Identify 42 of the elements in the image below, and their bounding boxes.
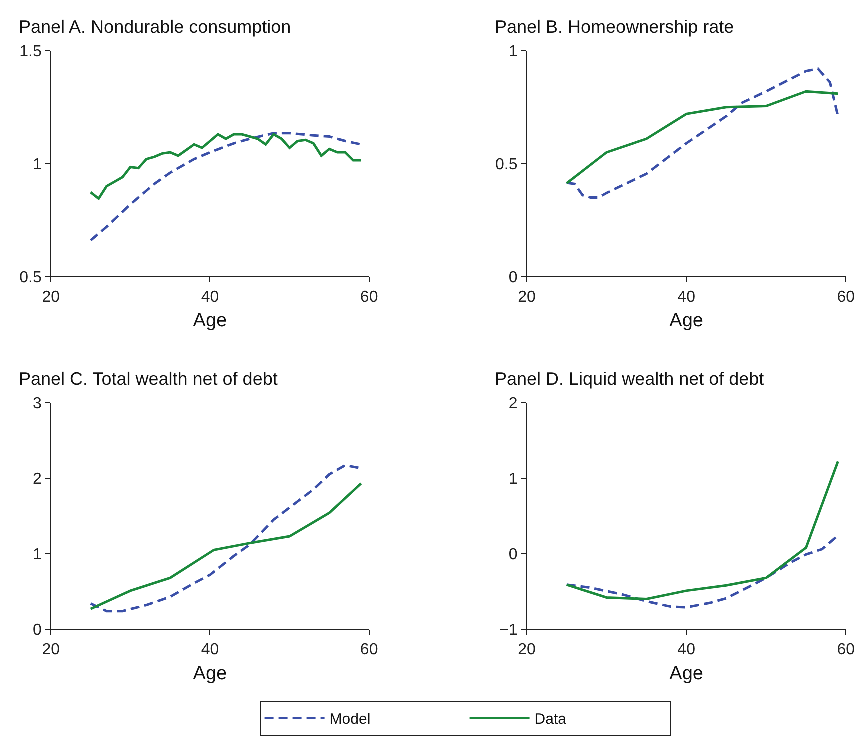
y-tick-label: 1: [32, 546, 42, 564]
x-tick-label: 40: [678, 288, 696, 306]
y-tick-label: 1: [32, 156, 42, 174]
chart-title: Panel C. Total wealth net of debt: [19, 369, 278, 389]
y-tick-label: 2: [32, 470, 42, 488]
line-series: [566, 534, 840, 609]
x-axis-title: Age: [193, 663, 228, 684]
x-axis-title: Age: [193, 310, 228, 332]
y-tick-label: 0: [508, 546, 518, 564]
y-tick-label: 1.5: [20, 44, 42, 61]
x-tick-label: 20: [42, 642, 60, 659]
chart-title: Panel A. Nondurable consumption: [19, 17, 292, 37]
x-axis-title: Age: [670, 663, 704, 684]
chart-title: Panel D. Liquid wealth net of debt: [495, 369, 764, 389]
legend-label: Data: [534, 711, 568, 728]
x-tick-label: 60: [837, 288, 856, 306]
x-tick-label: 60: [360, 642, 378, 659]
line-series: [90, 132, 363, 242]
y-tick-label: 0.5: [20, 269, 42, 286]
line-series: [566, 68, 840, 199]
y-tick-label: −1: [500, 622, 518, 640]
line-series: [566, 460, 840, 600]
x-tick-label: 40: [201, 288, 220, 306]
chart-title: Panel B. Homeownership rate: [495, 17, 734, 37]
x-tick-label: 20: [518, 288, 536, 306]
y-tick-label: 1: [508, 44, 518, 61]
y-tick-label: 3: [32, 395, 42, 412]
y-tick-label: 0: [32, 622, 42, 640]
y-tick-label: 2: [508, 395, 518, 412]
y-tick-label: 0.5: [496, 156, 518, 174]
y-tick-label: 0: [508, 269, 518, 286]
x-tick-label: 20: [518, 642, 536, 659]
line-series: [566, 90, 840, 185]
x-tick-label: 60: [360, 288, 378, 306]
line-series: [90, 133, 363, 200]
legend-label: Model: [330, 711, 371, 728]
x-tick-label: 60: [837, 642, 856, 659]
x-axis-title: Age: [670, 310, 704, 332]
x-tick-label: 40: [678, 642, 696, 659]
y-tick-label: 1: [508, 470, 518, 488]
x-tick-label: 20: [42, 288, 60, 306]
x-tick-label: 40: [201, 642, 220, 659]
